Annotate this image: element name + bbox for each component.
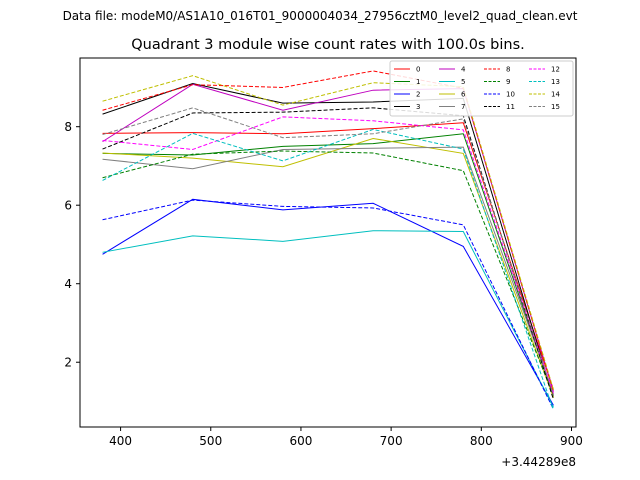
chart-title: Quadrant 3 module wise count rates with … — [131, 37, 525, 53]
y-tick-label: 4 — [64, 277, 72, 291]
legend-label-0: 0 — [416, 66, 420, 74]
legend-label-1: 1 — [416, 78, 420, 86]
series-line-5 — [102, 230, 554, 408]
series-line-6 — [102, 137, 554, 398]
y-tick-label: 6 — [64, 199, 72, 213]
series-line-13 — [102, 128, 554, 411]
series-line-7 — [102, 146, 554, 394]
legend-label-7: 7 — [461, 103, 465, 111]
y-tick-label: 8 — [64, 120, 72, 134]
legend-label-14: 14 — [551, 91, 560, 99]
legend-label-10: 10 — [506, 91, 515, 99]
legend-label-11: 11 — [506, 103, 515, 111]
x-tick-label: 700 — [380, 434, 403, 448]
legend-label-4: 4 — [461, 66, 466, 74]
legend-label-12: 12 — [551, 66, 560, 74]
y-axis-ticks: 2 4 6 8 — [64, 120, 80, 370]
series-line-0 — [102, 122, 554, 390]
x-tick-label: 900 — [560, 434, 583, 448]
legend-label-5: 5 — [461, 78, 465, 86]
x-tick-label: 500 — [199, 434, 222, 448]
legend-label-2: 2 — [416, 91, 420, 99]
series-line-14 — [102, 75, 554, 390]
series-line-11 — [102, 107, 554, 400]
series-line-9 — [102, 150, 554, 396]
x-tick-label: 400 — [109, 434, 132, 448]
legend-label-15: 15 — [551, 103, 560, 111]
x-tick-label: 800 — [470, 434, 493, 448]
series-line-10 — [102, 199, 554, 410]
series-line-12 — [102, 116, 554, 394]
series-line-2 — [102, 198, 554, 406]
x-axis-offset-label: +3.44289e8 — [501, 455, 576, 469]
x-axis-ticks: 400 500 600 700 800 900 — [109, 427, 583, 448]
legend-label-8: 8 — [506, 66, 510, 74]
plot-lines — [102, 70, 554, 411]
legend-label-3: 3 — [416, 103, 420, 111]
legend-label-9: 9 — [506, 78, 510, 86]
y-tick-label: 2 — [64, 356, 72, 370]
legend-box — [389, 60, 574, 117]
chart-suptitle: Data file: modeM0/AS1A10_016T01_90000040… — [63, 9, 578, 23]
legend-label-6: 6 — [461, 91, 466, 99]
x-tick-label: 600 — [289, 434, 312, 448]
axes-frame — [79, 57, 577, 428]
legend-label-13: 13 — [551, 78, 560, 86]
series-line-15 — [102, 107, 554, 396]
